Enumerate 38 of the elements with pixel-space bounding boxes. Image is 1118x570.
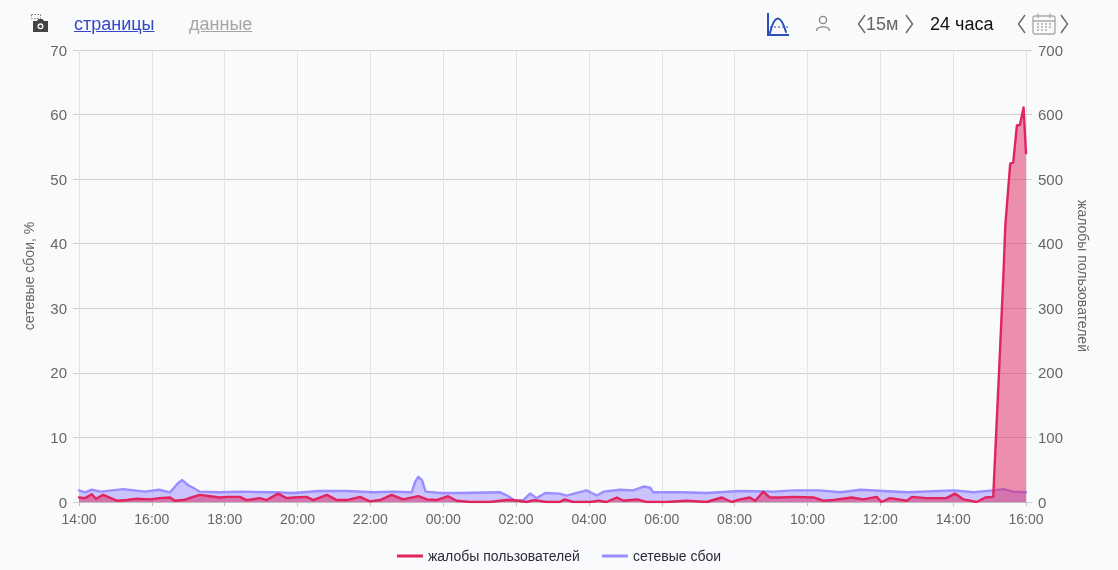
x-tick-label: 14:00 [935,511,971,527]
interval-label: 15м [866,13,899,36]
y-tick-label: 60 [50,106,67,124]
period-label: 24 часа [930,13,994,36]
legend-label: жалобы пользователей [427,548,580,564]
y-tick-label: 50 [50,170,67,188]
x-tick-label: 18:00 [207,511,243,527]
y-tick-label: 0 [58,493,67,511]
y2-tick-label: 600 [1038,106,1064,124]
x-tick-label: 00:00 [425,511,461,527]
y2-tick-label: 400 [1038,235,1064,253]
y2-tick-label: 500 [1038,170,1064,188]
y2-tick-label: 0 [1038,493,1047,511]
y-tick-label: 10 [50,428,67,446]
x-tick-label: 06:00 [644,511,680,527]
x-tick-label: 04:00 [571,511,607,527]
y2-tick-label: 300 [1038,299,1064,317]
x-tick-label: 14:00 [61,511,97,527]
x-tick-label: 02:00 [498,511,534,527]
y-tick-label: 30 [50,299,67,317]
y2-axis-title: жалобы пользователей [1075,200,1091,352]
y2-tick-label: 100 [1038,428,1064,446]
x-tick-label: 12:00 [862,511,899,527]
x-tick-label: 16:00 [134,511,170,527]
x-tick-label: 22:00 [352,511,389,527]
x-tick-label: 16:00 [1008,511,1044,527]
x-tick-label: 20:00 [280,511,316,527]
legend-label: сетевые сбои [632,548,722,564]
inactive-tab-label: данные [189,13,253,36]
y-tick-label: 70 [50,41,67,59]
y-axis-title: сетевые сбои, % [21,221,37,331]
y2-tick-label: 200 [1038,364,1064,382]
y2-tick-label: 700 [1038,41,1064,59]
active-tab-label: страницы [74,13,155,36]
y-tick-label: 40 [50,235,67,253]
x-tick-label: 08:00 [717,511,753,527]
x-tick-label: 10:00 [789,511,826,527]
y-tick-label: 20 [50,364,67,382]
